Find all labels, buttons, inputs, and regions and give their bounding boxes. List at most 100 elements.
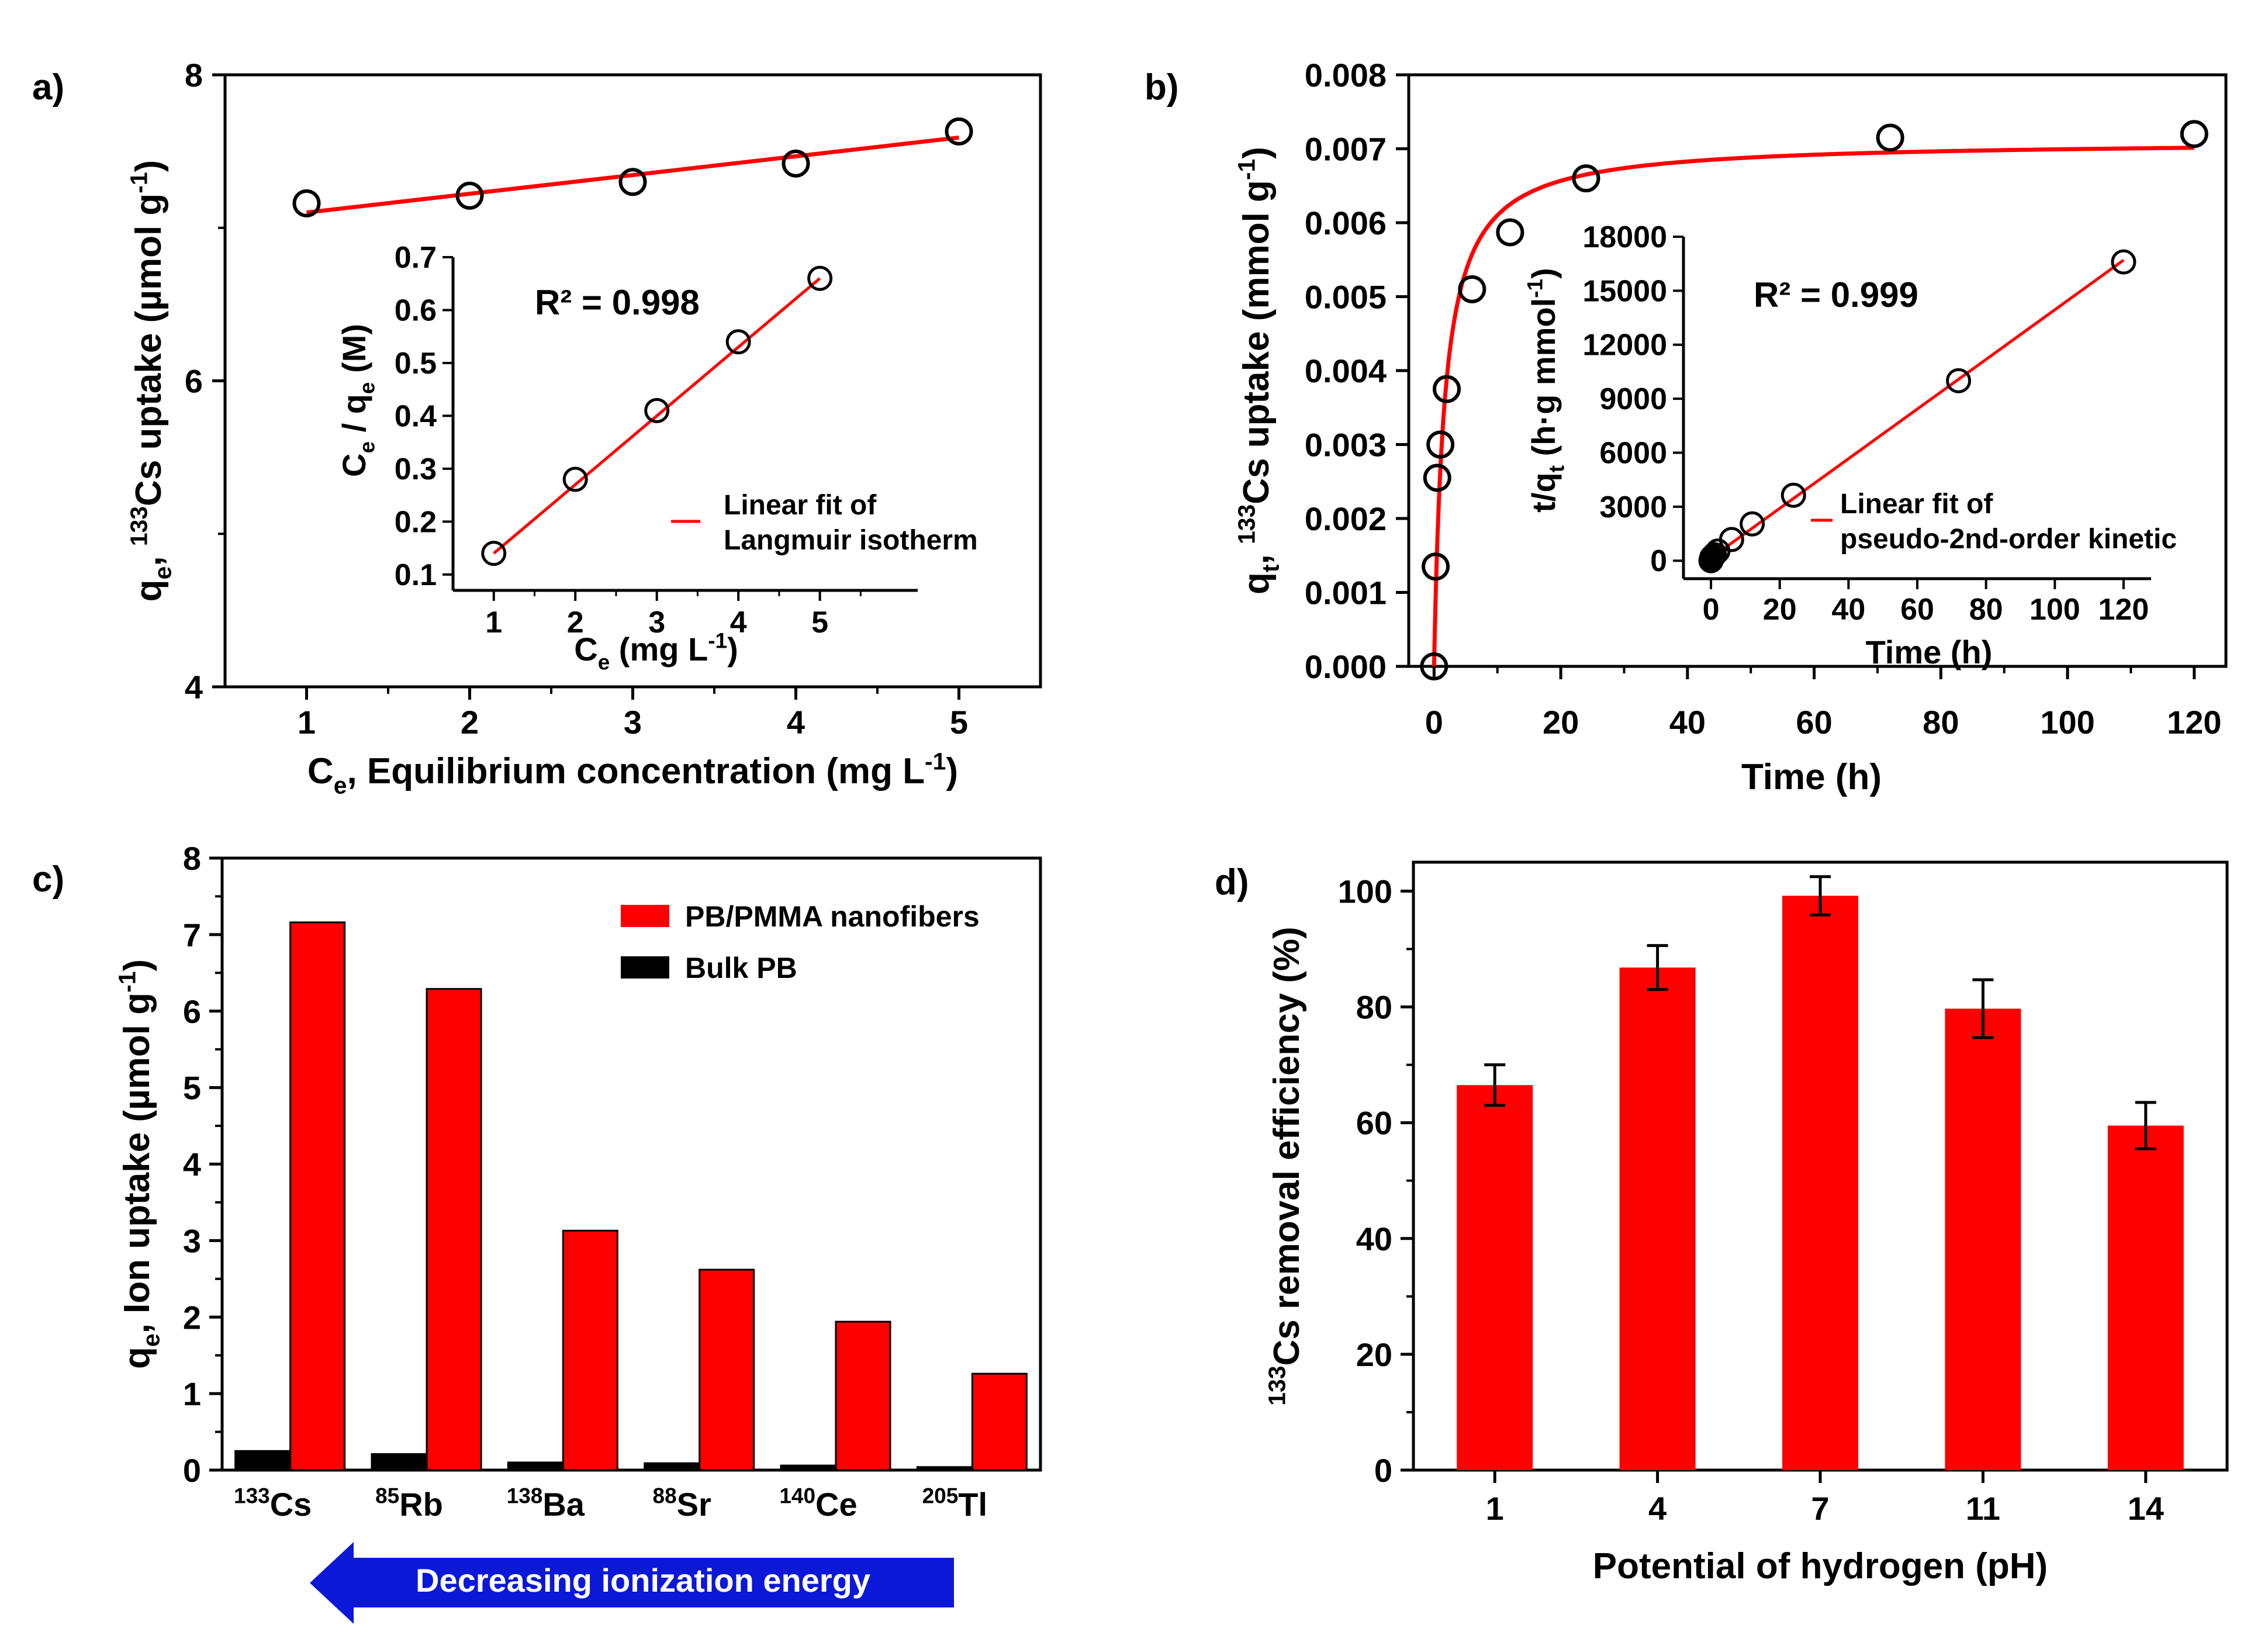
data-point	[1876, 123, 1904, 152]
y-tick-label: 0.006	[1305, 205, 1387, 241]
data-point	[1420, 652, 1448, 680]
inset-y-tick-label: 0.4	[395, 399, 437, 433]
inset-data-point	[1946, 368, 1972, 393]
x-tick-label: 14	[2128, 1490, 2164, 1527]
inset-x-axis-label: Time (h)	[1866, 634, 1993, 670]
bar-pb-pmma	[971, 1372, 1028, 1471]
panel-label-b: b)	[1145, 67, 1179, 108]
inset-a: 0.1 0.2 0.3 0.4 0.5 0.6 0.7 1 2 3 4 5 Ce (mg L-1) Ce …	[336, 241, 978, 675]
data-point	[1426, 430, 1455, 459]
x-tick-label: 20	[1543, 704, 1579, 741]
inset-x-tick-label: 60	[1900, 593, 1934, 627]
x-tick-label: 1	[298, 704, 316, 741]
inset-data-point	[2111, 249, 2136, 275]
x-tick-label: 120	[2167, 704, 2221, 741]
y-tick-label: 0	[183, 1452, 201, 1489]
x-tick-label: 4	[787, 704, 805, 741]
inset-x-tick-label: 80	[1969, 593, 2003, 627]
x-tick-label: 5	[950, 704, 968, 741]
y-tick-label: 0.003	[1305, 427, 1387, 464]
legend-label-line1: Linear fit of	[1840, 489, 1993, 520]
inset-y-axis-label: Ce / qe (M)	[336, 324, 379, 477]
legend-label-bulk-pb: Bulk PB	[685, 952, 797, 984]
inset-y-axis-label: t/qt (h·g mmol-1)	[1523, 268, 1569, 512]
y-tick-label: 6	[183, 993, 201, 1030]
y-tick-label: 8	[183, 840, 201, 877]
y-tick-label: 0.000	[1305, 648, 1387, 685]
inset-y-tick-label: 0.6	[395, 293, 437, 327]
x-tick-label: 0	[1425, 704, 1443, 741]
x-tick-label: 7	[1811, 1490, 1829, 1527]
x-axis-label: Ce, Equilibrium concentration (mg L-1)	[307, 748, 958, 798]
bar-bulk-pb	[916, 1466, 973, 1471]
inset-x-tick-label: 3	[648, 606, 665, 639]
y-tick-label: 8	[185, 57, 203, 94]
y-tick-label: 0	[1374, 1452, 1392, 1489]
data-point	[455, 181, 484, 210]
panel-label-d: d)	[1215, 862, 1249, 903]
data-point	[945, 117, 973, 146]
inset-y-tick-label: 0.3	[395, 452, 437, 486]
r-squared-label: R² = 0.999	[1754, 275, 1918, 314]
category-label: 138Ba	[507, 1484, 585, 1523]
inset-data-point	[644, 397, 670, 423]
y-tick-label: 3	[183, 1222, 201, 1259]
bar-pb-pmma	[289, 921, 346, 1471]
y-tick-label: 4	[185, 669, 203, 706]
x-tick-label: 11	[1966, 1490, 2000, 1527]
panel-a: a) 4 6 8 1 2 3 4 5 Ce, Equilibrium concentration …	[32, 57, 1042, 798]
inset-y-tick-label: 0.1	[395, 558, 437, 592]
panel-d: d) 0 20 40 60 80 100 Potential of hydrogen (pH)…	[1215, 860, 2229, 1586]
y-axis-label: qt, 133Cs uptake (mmol g-1)	[1233, 147, 1284, 594]
inset-data-point	[481, 541, 507, 566]
r-squared-label: R² = 0.998	[535, 283, 700, 322]
data-point	[1458, 275, 1486, 303]
inset-y-tick-label: 0.7	[395, 241, 437, 275]
legend-swatch-bulk-pb	[621, 956, 669, 979]
inset-x-tick-label: 4	[730, 606, 747, 639]
inset-data-point	[562, 466, 588, 492]
inset-y-tick-label: 18000	[1582, 220, 1667, 254]
legend-label-pb-pmma: PB/PMMA nanofibers	[685, 900, 980, 933]
bar-bulk-pb	[371, 1453, 427, 1471]
y-tick-label: 2	[183, 1299, 201, 1336]
inset-x-tick-label: 1	[485, 606, 502, 639]
inset-y-tick-label: 9000	[1599, 382, 1667, 416]
x-tick-label: 4	[1648, 1490, 1667, 1527]
x-tick-label: 80	[1923, 704, 1959, 741]
inset-y-tick-label: 0.5	[395, 347, 437, 381]
data-point	[782, 149, 810, 178]
decreasing-arrow	[310, 1542, 954, 1624]
legend-label-line2: Langmuir isotherm	[724, 525, 978, 556]
x-tick-label: 2	[461, 704, 479, 741]
y-tick-label: 0.002	[1305, 500, 1387, 537]
category-label: 140Ce	[779, 1484, 857, 1523]
x-axis-label: Potential of hydrogen (pH)	[1593, 1546, 2048, 1586]
y-tick-label: 40	[1356, 1221, 1392, 1257]
panel-c: c) 0 1 2 3 4 5 6 7 8 qe, Ion uptake (µmol g-1) 133C…	[32, 840, 1042, 1624]
category-label: 85Rb	[375, 1484, 443, 1523]
inset-fit-line	[493, 277, 821, 555]
inset-y-tick-label: 12000	[1582, 329, 1667, 362]
panel-label-a: a)	[32, 67, 64, 108]
bar-pb-pmma	[426, 988, 482, 1471]
data-point	[2180, 120, 2208, 148]
y-tick-label: 80	[1356, 989, 1392, 1026]
bar-bulk-pb	[234, 1450, 291, 1471]
fit-curve	[1432, 146, 2194, 667]
x-tick-label: 1	[1486, 1490, 1504, 1527]
y-axis-label: 133Cs removal efficiency (%)	[1263, 926, 1307, 1405]
legend-label-line2: pseudo-2nd-order kinetic	[1840, 524, 2177, 555]
y-tick-label: 60	[1356, 1105, 1392, 1142]
inset-x-tick-label: 2	[567, 606, 584, 639]
data-point	[618, 168, 647, 196]
inset-y-tick-label: 15000	[1582, 274, 1667, 308]
bar-bulk-pb	[507, 1461, 563, 1471]
x-tick-label: 3	[624, 704, 642, 741]
inset-data-point	[1719, 527, 1744, 552]
y-axis-label: qe, Ion uptake (µmol g-1)	[113, 959, 164, 1369]
x-tick-label: 40	[1669, 704, 1706, 741]
bar-bulk-pb	[780, 1464, 836, 1471]
y-tick-label: 20	[1356, 1336, 1392, 1373]
